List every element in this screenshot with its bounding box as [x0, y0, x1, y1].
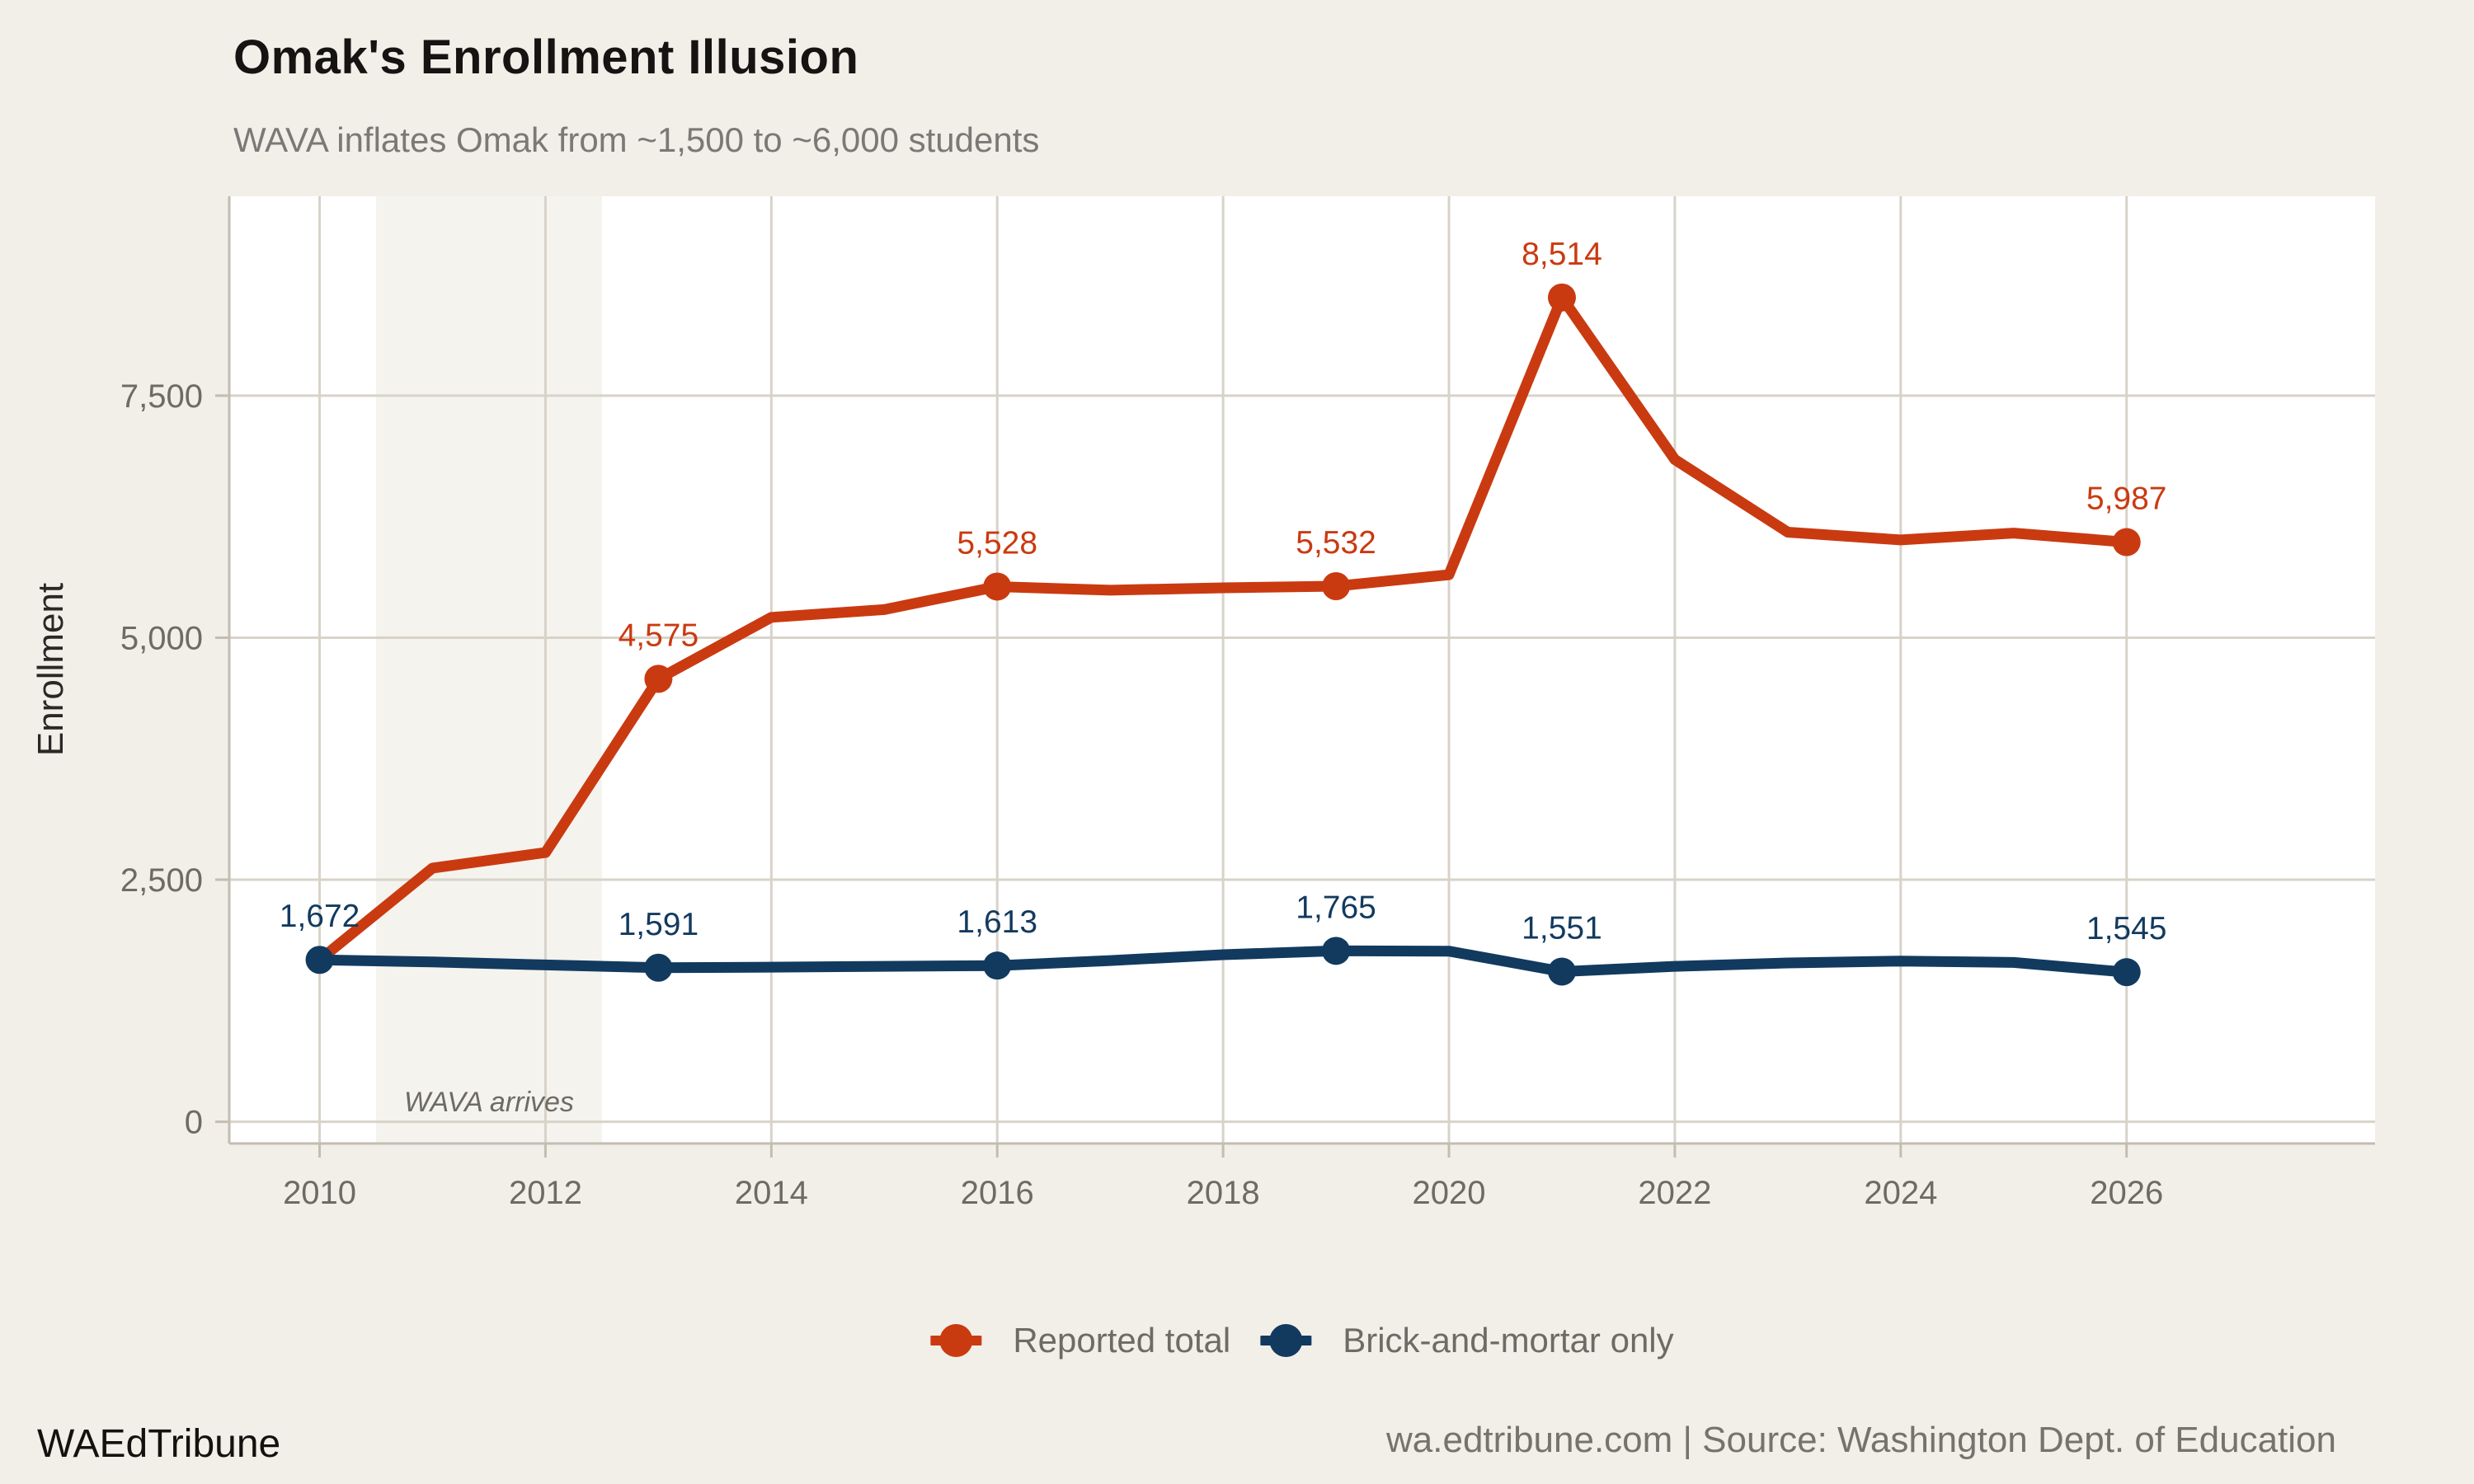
- x-tick-label: 2020: [1413, 1175, 1486, 1211]
- series-line-reported-total: [314, 292, 2133, 965]
- x-tick-label: 2026: [2090, 1175, 2163, 1211]
- wava-band: [376, 196, 602, 1144]
- wava-annotation: WAVA arrives: [404, 1087, 574, 1118]
- x-tick-label: 2012: [509, 1175, 582, 1211]
- y-axis-title: Enrollment: [31, 583, 71, 756]
- data-point-marker: [983, 572, 1012, 601]
- data-point-label: 5,532: [1296, 525, 1376, 561]
- y-tick-label: 2,500: [120, 862, 203, 899]
- legend-key-dot: [939, 1324, 973, 1357]
- legend-item-brick-and-mortar: Brick-and-mortar only: [1260, 1317, 1674, 1364]
- x-tick-label: 2024: [1864, 1175, 1937, 1211]
- x-tick-label: 2018: [1187, 1175, 1260, 1211]
- data-point-label: 8,514: [1522, 237, 1602, 272]
- plot-panel-layer: [229, 196, 2375, 1144]
- y-tick-label: 5,000: [120, 620, 203, 656]
- data-point-label: 1,551: [1522, 910, 1602, 946]
- data-point-marker: [1547, 957, 1576, 986]
- data-point-marker: [2112, 958, 2141, 987]
- series-line-brick-and-mortar: [314, 945, 2133, 978]
- x-tick-label: 2022: [1638, 1175, 1711, 1211]
- data-point-label: 5,987: [2086, 481, 2167, 517]
- footer-brand: WAEdTribune: [37, 1422, 281, 1466]
- y-tick-label: 7,500: [120, 378, 203, 415]
- x-tick-label: 2010: [283, 1175, 356, 1211]
- data-point-marker: [2112, 528, 2141, 556]
- data-point-label: 1,545: [2086, 911, 2167, 946]
- legend-label-brick-and-mortar: Brick-and-mortar only: [1343, 1321, 1674, 1360]
- data-point-marker: [1322, 571, 1351, 600]
- chart-title: Omak's Enrollment Illusion: [233, 31, 859, 84]
- data-point-marker: [1322, 937, 1351, 965]
- data-point-label: 1,591: [618, 907, 699, 942]
- footer-source-attribution: wa.edtribune.com | Source: Washington De…: [1386, 1420, 2336, 1460]
- legend-item-reported-total: Reported total: [930, 1317, 1230, 1364]
- legend: Reported total Brick-and-mortar only: [930, 1317, 1674, 1364]
- data-point-label: 1,613: [957, 904, 1037, 940]
- legend-key-dot: [1269, 1324, 1303, 1357]
- data-point-label: 1,672: [280, 899, 360, 934]
- x-tick-label: 2014: [735, 1175, 808, 1211]
- data-point-marker: [644, 665, 673, 693]
- legend-key-reported-total-icon: [930, 1324, 982, 1357]
- axis-layer: 0 2,500 5,000 7,500 2010 2012 2014 2016 2018 2020…: [120, 196, 2375, 1211]
- data-label-layer: WAVA arrives 4,575 5,528 5,532 8,514 5,987 1,6…: [280, 237, 2167, 1118]
- y-tick-label: 0: [185, 1105, 203, 1141]
- data-point-label: 5,528: [957, 525, 1037, 561]
- data-point-marker: [1547, 283, 1576, 312]
- data-point-marker: [644, 953, 673, 982]
- data-point-marker: [983, 951, 1012, 980]
- series-layer: [314, 292, 2133, 978]
- data-point-marker: [305, 946, 334, 974]
- chart-subtitle: WAVA inflates Omak from ~1,500 to ~6,000…: [233, 120, 1040, 159]
- legend-key-brick-and-mortar-icon: [1260, 1324, 1312, 1357]
- x-tick-label: 2016: [961, 1175, 1034, 1211]
- data-point-label: 1,765: [1296, 890, 1376, 925]
- data-point-label: 4,575: [618, 618, 699, 653]
- legend-label-reported-total: Reported total: [1013, 1321, 1231, 1360]
